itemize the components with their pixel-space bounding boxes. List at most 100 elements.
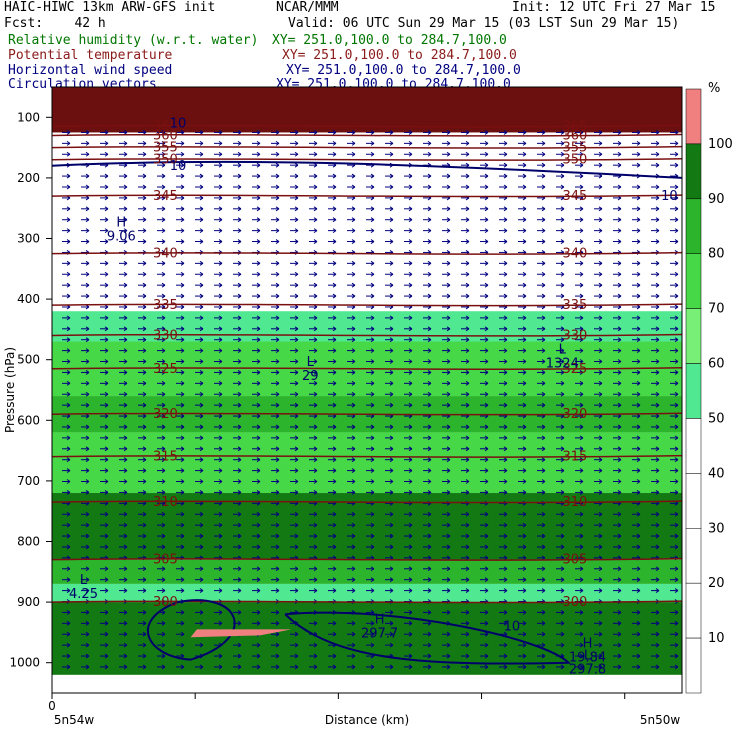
vector-arrow-head [218,260,223,266]
vector-arrow-head [370,359,375,364]
vector-arrow-head [389,337,394,343]
vector-arrow-head [579,184,584,190]
vector-arrow-head [408,446,413,452]
vector-arrow-head [617,566,622,572]
vector-arrow-head [351,130,356,135]
vector-arrow-head [313,620,318,626]
vector-arrow-head [370,130,375,135]
vector-arrow-head [617,217,622,223]
vector-arrow-head [237,359,242,364]
vector-arrow-head [123,326,128,332]
vector-arrow-head [484,642,489,648]
vector-arrow-head [123,348,128,354]
vector-arrow-head [598,184,603,190]
vector-arrow-head [465,631,470,637]
vector-arrow-head [142,282,147,288]
vector-arrow-head [218,326,223,332]
vector-arrow-head [294,173,299,179]
field-rh-xy: XY= 251.0,100.0 to 284.7,100.0 [272,33,507,48]
vector-arrow-head [142,370,147,375]
vector-arrow-head [465,446,470,452]
vector-arrow-head [104,424,109,430]
vector-arrow-head [85,566,90,572]
theta-contour-label: 300 [153,595,178,610]
vector-arrow-head [598,588,603,594]
vector-arrow-head [218,566,223,572]
vector-arrow-head [408,511,413,517]
vector-arrow-head [313,435,318,441]
vector-arrow-head [275,293,280,299]
vector-arrow-head [389,359,394,364]
vector-arrow-head [484,315,489,321]
theta-contour-label: 300 [562,595,587,610]
vector-arrow-head [237,511,242,517]
vector-arrow-head [598,435,603,441]
vector-arrow-head [465,566,470,572]
vector-arrow-head [484,588,489,594]
vector-arrow-head [256,544,261,550]
extremum-value: 29 [302,369,319,384]
vector-arrow-head [66,435,71,441]
field-vectors-name: Circulation vectors [8,77,157,88]
vector-arrow-head [123,468,128,474]
vector-arrow-head [351,206,356,212]
vector-arrow-head [579,162,584,168]
vector-arrow-head [636,282,641,288]
vector-arrow-head [104,326,109,332]
field-theta-name: Potential temperature [8,48,173,63]
vector-arrow-head [636,391,641,397]
vector-arrow-head [484,653,489,659]
vector-arrow-head [503,577,508,583]
vector-arrow-head [104,282,109,288]
vector-arrow-head [427,130,432,135]
vector-arrow-head [370,577,375,583]
vector-arrow-head [389,544,394,550]
colorbar-segment [685,637,702,694]
vector-arrow-head [66,391,71,397]
vector-arrow-head [237,664,242,670]
vector-arrow-head [85,348,90,354]
vector-arrow-head [85,446,90,452]
vector-arrow-head [579,631,584,637]
vector-arrow-head [408,653,413,659]
init-time: Init: 12 UTC Fri 27 Mar 15 [512,0,716,15]
vector-arrow-head [313,337,318,343]
vector-arrow-head [180,228,185,234]
vector-arrow-head [617,337,622,343]
vector-arrow-head [503,271,508,277]
vector-arrow-head [541,184,546,190]
vector-arrow-head [180,489,185,495]
vector-arrow-head [465,457,470,463]
vector-arrow-head [237,326,242,332]
vector-arrow-head [237,544,242,550]
vector-arrow-head [522,533,527,539]
vector-arrow-head [142,359,147,364]
vector-arrow-head [294,162,299,168]
vector-arrow-head [655,184,660,190]
vector-arrow-head [446,642,451,648]
vector-arrow-head [142,479,147,484]
extremum-value: 19.84 [569,651,606,666]
vector-arrow-head [503,489,508,495]
vector-arrow-head [313,348,318,354]
vector-arrow-head [237,140,242,146]
vector-arrow-head [674,359,679,364]
vector-arrow-head [294,664,299,670]
vector-arrow-head [503,391,508,397]
vector-arrow-head [85,544,90,550]
vector-arrow-head [351,424,356,430]
vector-arrow-head [313,370,318,375]
vector-arrow-head [408,151,413,157]
vector-arrow-head [389,468,394,474]
vector-arrow-head [199,326,204,332]
vector-arrow-head [275,228,280,234]
vector-arrow-head [161,217,166,223]
vector-arrow-head [598,391,603,397]
vector-arrow-head [104,653,109,659]
vector-arrow-head [275,326,280,332]
vector-arrow-head [218,588,223,594]
vector-arrow-head [142,380,147,386]
vector-arrow-head [465,588,470,594]
vector-arrow-head [237,228,242,234]
vector-arrow-head [294,337,299,343]
